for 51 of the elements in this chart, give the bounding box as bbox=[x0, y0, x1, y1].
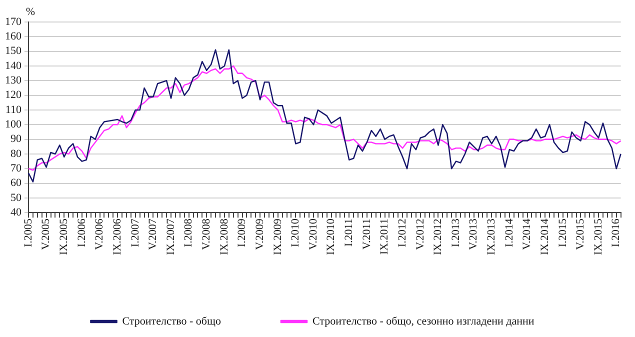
x-tick-label: I.2012 bbox=[396, 218, 408, 248]
y-tick-label: 170 bbox=[5, 16, 22, 28]
x-tick-label: IX.2005 bbox=[58, 218, 70, 255]
x-tick-label: IX.2010 bbox=[325, 218, 338, 255]
x-tick-label: IX.2014 bbox=[538, 218, 551, 255]
x-tick-label: I.2014 bbox=[503, 218, 516, 248]
x-tick-label: V.2008 bbox=[200, 218, 213, 250]
x-tick-label: IX.2009 bbox=[272, 218, 284, 255]
x-tick-label: V.2013 bbox=[468, 218, 480, 250]
x-tick-label: V.2007 bbox=[147, 218, 160, 250]
x-tick-label: I.2007 bbox=[129, 218, 142, 248]
y-tick-label: 160 bbox=[5, 30, 22, 43]
x-tick-label: I.2005 bbox=[22, 218, 34, 248]
y-tick-label: 90 bbox=[10, 133, 22, 146]
x-tick-label: I.2013 bbox=[450, 218, 462, 248]
y-tick-label: 140 bbox=[5, 60, 22, 72]
x-tick-label: IX.2007 bbox=[164, 218, 177, 255]
x-tick-label: V.2009 bbox=[254, 218, 266, 250]
x-tick-label: I.2008 bbox=[182, 218, 195, 248]
x-tick-label: I.2010 bbox=[290, 218, 302, 248]
x-tick-label: IX.2013 bbox=[486, 218, 498, 255]
y-tick-label: 120 bbox=[5, 89, 22, 102]
y-tick-label: 110 bbox=[5, 104, 22, 116]
y-tick-label: 80 bbox=[10, 148, 22, 160]
x-tick-label: V.2005 bbox=[40, 218, 52, 250]
y-tick-label: 100 bbox=[5, 118, 22, 131]
legend-label: Строителство - общо bbox=[122, 315, 222, 328]
x-tick-label: IX.2011 bbox=[378, 218, 391, 255]
x-tick-label: I.2016 bbox=[610, 218, 622, 248]
x-tick-label: IX.2012 bbox=[432, 218, 444, 255]
x-tick-label: V.2014 bbox=[521, 218, 534, 250]
x-tick-label: IX.2006 bbox=[111, 218, 124, 255]
y-axis-title: % bbox=[26, 6, 36, 18]
x-tick-label: I.2015 bbox=[556, 218, 569, 248]
x-tick-label: V.2011 bbox=[360, 218, 373, 250]
y-tick-label: 50 bbox=[10, 192, 22, 204]
y-tick-label: 130 bbox=[5, 74, 22, 87]
x-tick-label: V.2015 bbox=[574, 218, 587, 250]
x-tick-label: V.2010 bbox=[307, 218, 320, 250]
y-tick-label: 60 bbox=[10, 177, 22, 190]
x-tick-label: V.2012 bbox=[414, 218, 426, 250]
y-tick-label: 40 bbox=[10, 206, 22, 219]
x-tick-label: IX.2008 bbox=[218, 218, 230, 255]
x-tick-label: V.2006 bbox=[94, 218, 106, 250]
x-tick-label: I.2006 bbox=[76, 218, 88, 248]
y-tick-label: 150 bbox=[5, 45, 22, 58]
x-tick-label: I.2011 bbox=[343, 218, 356, 247]
y-tick-label: 70 bbox=[10, 162, 22, 175]
x-tick-label: I.2009 bbox=[236, 218, 248, 248]
legend-label: Строителство - общо, сезонно изгладени данни bbox=[312, 315, 534, 328]
x-tick-label: IX.2015 bbox=[592, 218, 604, 255]
